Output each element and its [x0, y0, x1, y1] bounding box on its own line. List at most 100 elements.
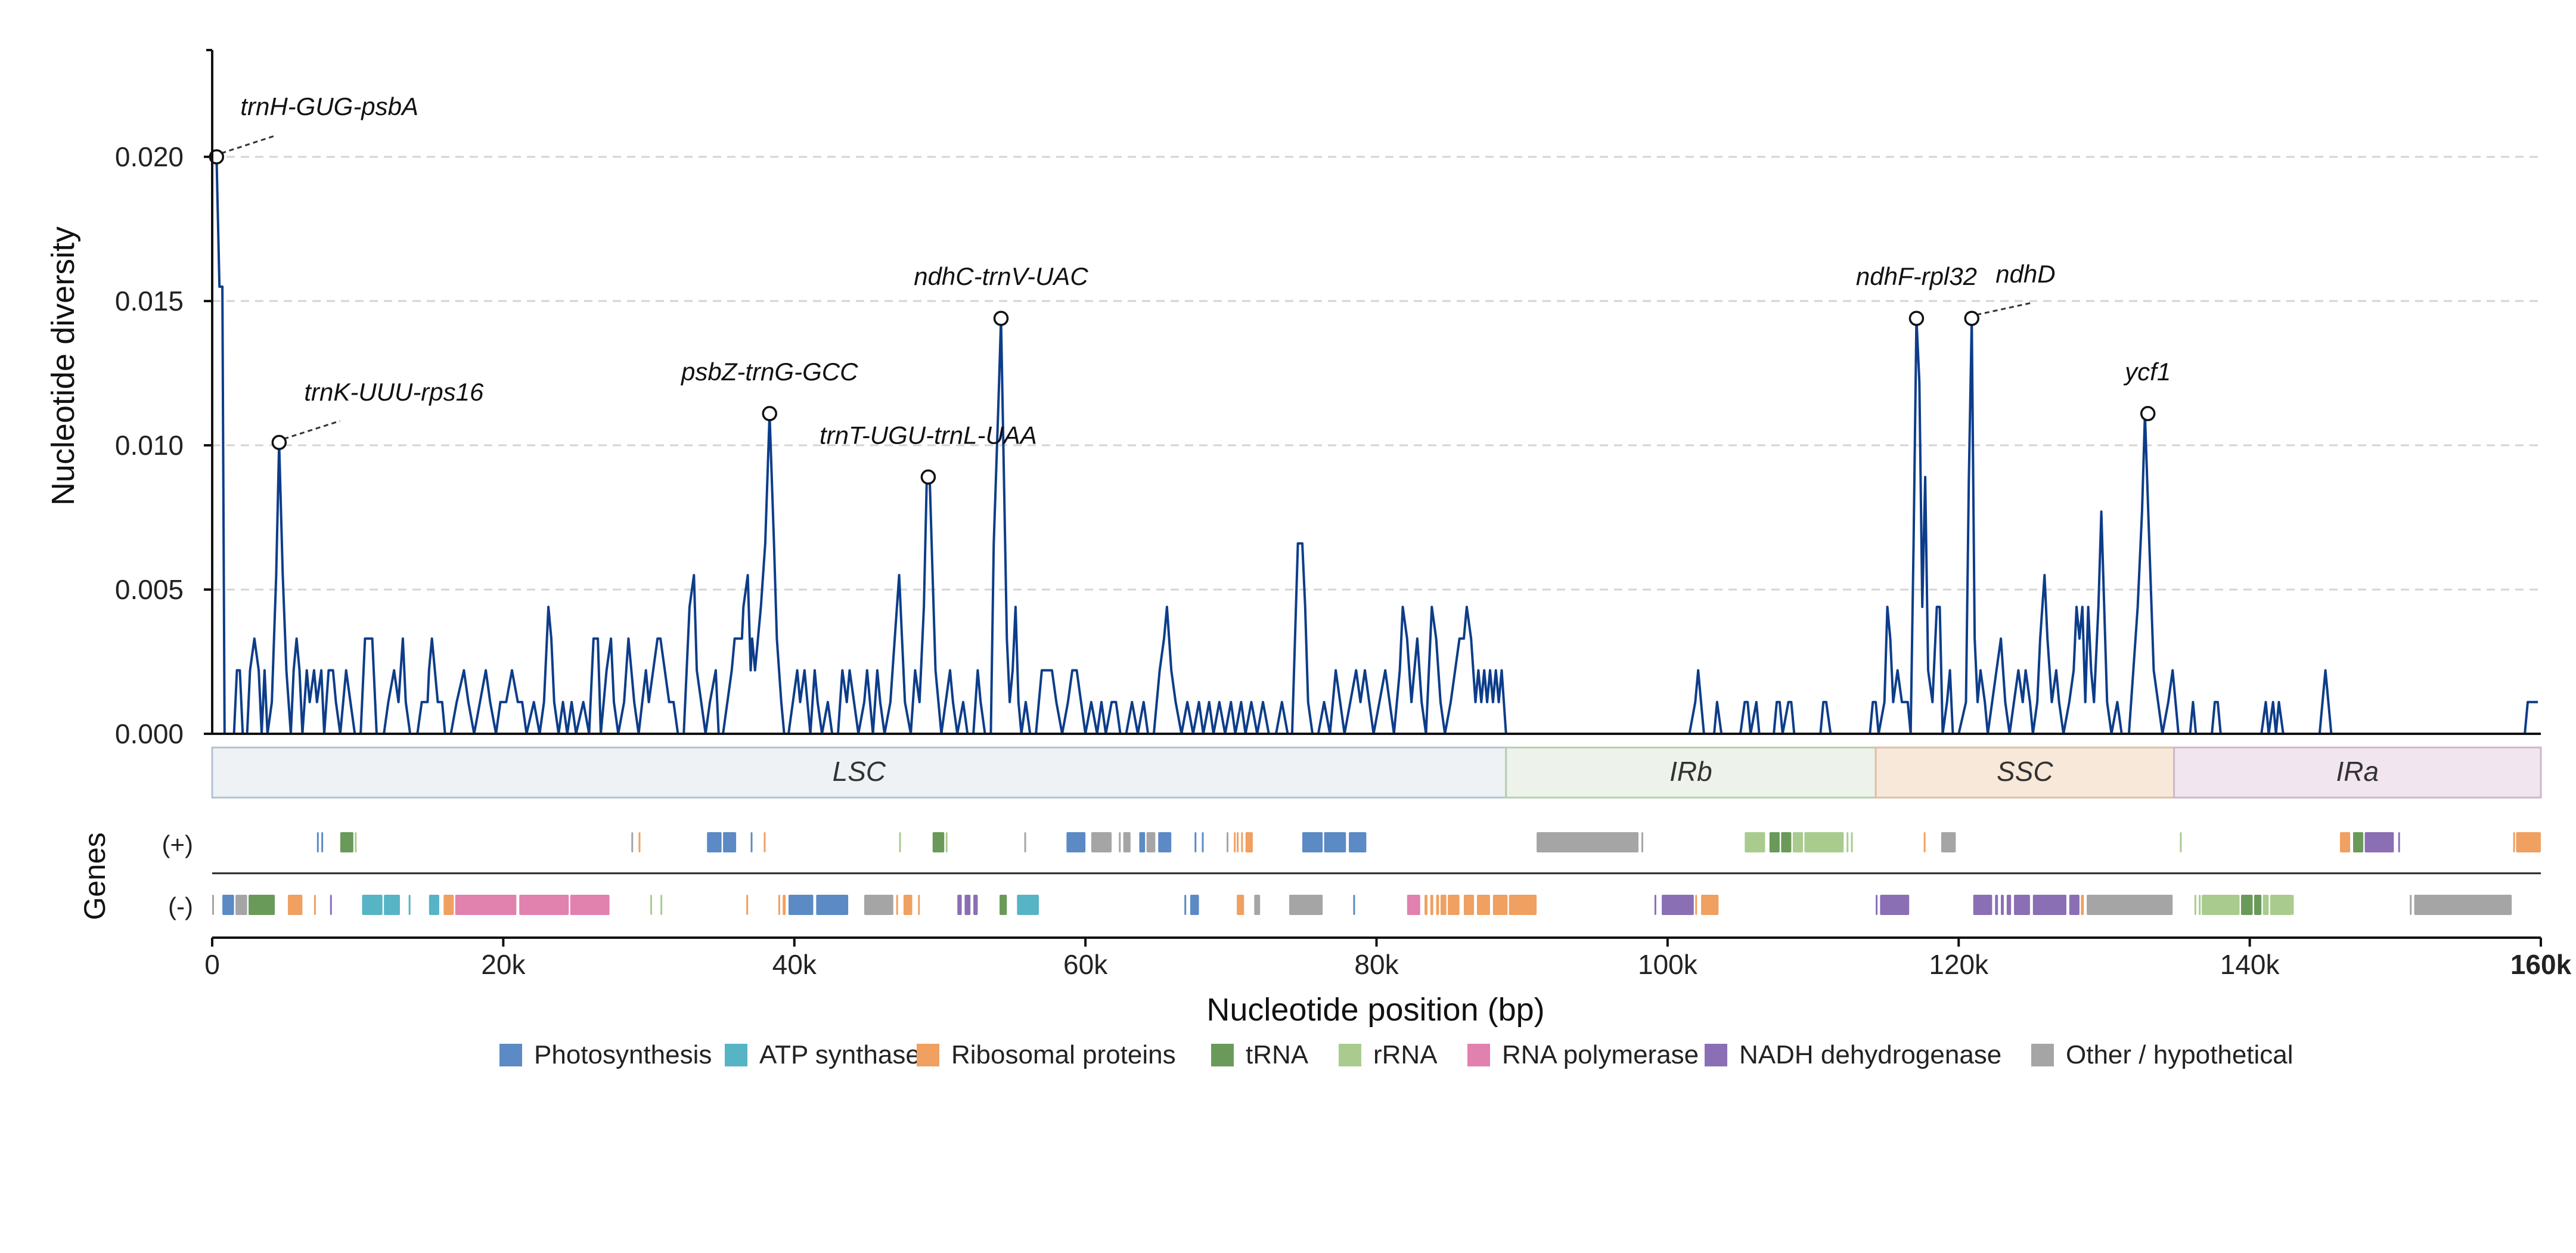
gene-block [1662, 895, 1694, 915]
gene-block [1804, 832, 1844, 852]
diversity-series [212, 156, 2538, 735]
gene-block [2292, 895, 2294, 915]
x-tick-label: 100k [1638, 949, 1698, 980]
y-gridlines [212, 156, 2541, 591]
gene-block [660, 895, 663, 915]
gene-block [570, 895, 610, 915]
gene-block [1941, 832, 1956, 852]
gene-block [2180, 832, 2182, 852]
gene-block [1851, 832, 1853, 852]
gene-block [1302, 832, 1323, 852]
gene-block [1464, 895, 1475, 915]
gene-block [2194, 895, 2196, 915]
gene-block [1254, 895, 1261, 915]
legend-label: ATP synthase [759, 1040, 920, 1069]
gene-block [1353, 895, 1355, 915]
gene-block [945, 832, 948, 852]
gene-block [235, 895, 247, 915]
gene-block [1123, 832, 1131, 852]
strand-plus-label: (+) [162, 830, 194, 858]
gene-block [1190, 895, 1199, 915]
gene-block [918, 895, 920, 915]
gene-block [2001, 895, 2004, 915]
gene-block [1139, 832, 1146, 852]
gene-block [1792, 832, 1803, 852]
x-axis-title: Nucleotide position (bp) [1206, 992, 1544, 1028]
peak-label: trnH-GUG-psbA [240, 92, 418, 120]
gene-block [932, 832, 945, 852]
gene-block [1430, 895, 1433, 915]
gene-block [384, 895, 401, 915]
gene-block [1234, 832, 1236, 852]
gene-block [2240, 895, 2253, 915]
gene-block [2270, 895, 2292, 915]
legend-label: Ribosomal proteins [951, 1040, 1176, 1069]
gene-block [2262, 895, 2269, 915]
y-tick-label: 0.015 [115, 286, 184, 317]
gene-block [1769, 832, 1780, 852]
region-band [1505, 746, 1877, 799]
gene-block [1995, 895, 1998, 915]
gene-block [2081, 895, 2084, 915]
y-tick-label: 0.020 [115, 141, 184, 172]
gene-block [1876, 895, 1878, 915]
peak-leader-line [221, 134, 277, 154]
gene-block [964, 895, 971, 915]
gene-block [778, 895, 780, 915]
gene-block [1184, 895, 1187, 915]
gene-block [896, 895, 898, 915]
gene-block [1701, 895, 1719, 915]
gene-block [973, 895, 978, 915]
legend-label: Photosynthesis [534, 1040, 712, 1069]
gene-block [519, 895, 569, 915]
gene-block [429, 895, 439, 915]
legend: Photosynthesis ATP synthase Ribosomal prot… [499, 1040, 2293, 1069]
gene-block [1424, 895, 1427, 915]
gene-block [903, 895, 913, 915]
gene-block [2087, 895, 2173, 915]
gene-block [222, 895, 234, 915]
region-band [2173, 746, 2542, 799]
gene-block [2069, 895, 2080, 915]
gene-block [1158, 832, 1172, 852]
gene-block [1119, 832, 1121, 852]
region-label: SSC [1997, 756, 2053, 787]
legend-label: Other / hypothetical [2066, 1040, 2293, 1069]
gene-block [321, 832, 324, 852]
gene-block [1781, 832, 1792, 852]
gene-block [1407, 895, 1420, 915]
x-tick-label: 120k [1929, 949, 1989, 980]
y-tick-label: 0.005 [115, 574, 184, 605]
gene-block [788, 895, 814, 915]
gene-block [2006, 895, 2012, 915]
x-tick-label: 40k [772, 949, 817, 980]
peak-markers: trnH-GUG-psbA trnK-UUU-rps16 psbZ-trnG-GCC… [209, 92, 2171, 485]
gene-block [1245, 832, 1253, 852]
peak-label: ndhD [1995, 260, 2055, 288]
gene-block [1745, 832, 1765, 852]
gene-block [899, 832, 901, 852]
gene-block [2014, 895, 2030, 915]
gene-block [362, 895, 383, 915]
gene-block [1226, 832, 1228, 852]
x-tick-label: 0 [204, 949, 220, 980]
peak-marker [993, 311, 1009, 326]
peak-leader-line [1976, 302, 2032, 316]
gene-block [212, 895, 214, 915]
gene-block [314, 895, 316, 915]
legend-swatch [1705, 1044, 1727, 1066]
gene-block [750, 832, 753, 852]
gene-tracks [212, 832, 2541, 915]
peak-label: psbZ-trnG-GCC [680, 358, 858, 386]
y-axis-title: Nucleotide diversity [45, 227, 81, 505]
y-tick-label: 0.000 [115, 718, 184, 749]
gene-block [2398, 832, 2400, 852]
gene-block [1289, 895, 1323, 915]
gene-block [1923, 832, 1926, 852]
gene-block [2414, 895, 2512, 915]
gene-block [340, 832, 353, 852]
gene-block [2410, 895, 2412, 915]
gene-block [1000, 895, 1007, 915]
gene-block [2516, 832, 2541, 852]
gene-block [408, 895, 411, 915]
